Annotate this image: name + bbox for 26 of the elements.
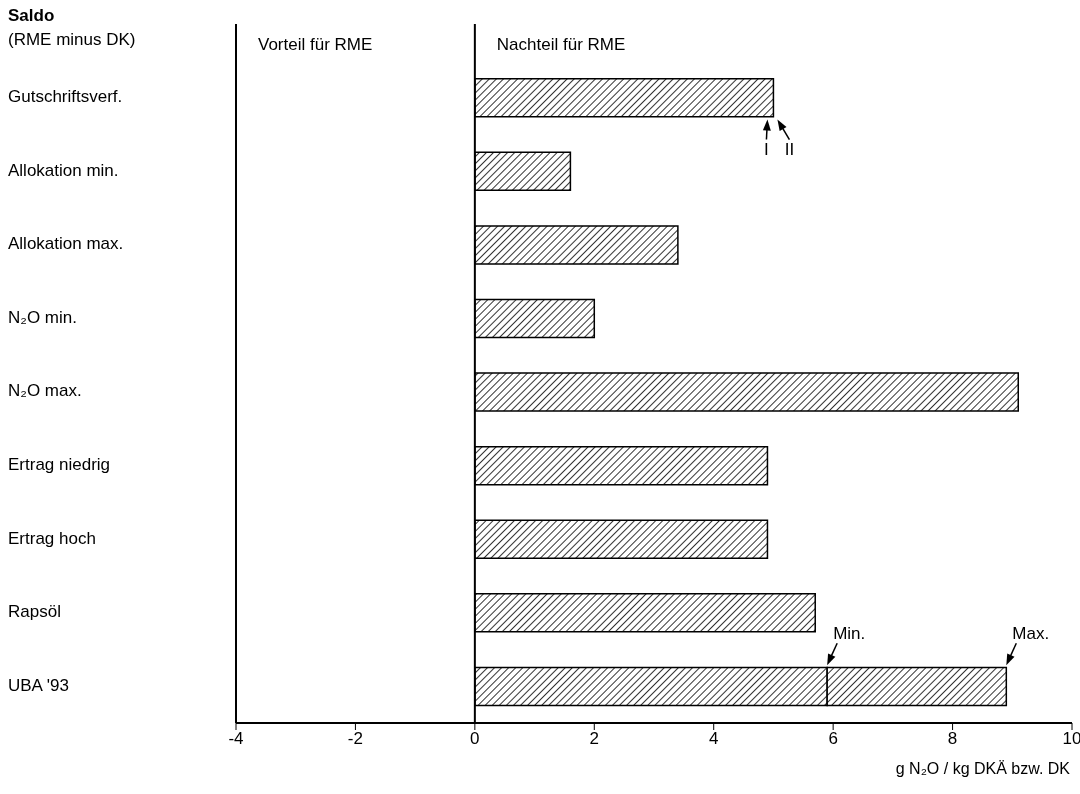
- annotation: II: [784, 139, 795, 159]
- x-tick-label: -2: [347, 729, 363, 749]
- y-tick-label: N₂O min.: [8, 307, 77, 327]
- y-tick-label: Ertrag niedrig: [8, 454, 111, 474]
- y-tick-label: Ertrag hoch: [8, 528, 96, 548]
- annotation: Nachteil für RME: [496, 35, 626, 54]
- annotation: I: [764, 139, 769, 159]
- annotation: Vorteil für RME: [258, 35, 373, 54]
- x-tick-label: 4: [708, 729, 719, 749]
- x-tick-label: 10: [1062, 729, 1080, 749]
- y-tick-label: Rapsöl: [8, 602, 61, 622]
- y-tick-label: Allokation max.: [8, 234, 124, 254]
- y-tick-label: Gutschriftsverf.: [8, 87, 123, 107]
- x-tick-label: 6: [828, 729, 838, 749]
- y-tick-label: UBA '93: [8, 675, 69, 695]
- x-tick-label: 8: [947, 729, 958, 749]
- text: (RME minus DK): [8, 30, 136, 50]
- y-tick-label: N₂O max.: [8, 381, 82, 401]
- x-tick-label: -4: [228, 729, 244, 749]
- y-tick-label: Allokation min.: [8, 160, 119, 180]
- text: Saldo: [8, 6, 55, 26]
- annotation: Min.: [833, 624, 866, 644]
- x-axis-title: g N₂O / kg DKÄ bzw. DK: [895, 760, 1070, 778]
- x-tick-label: 2: [589, 729, 600, 749]
- annotation: Max.: [1012, 624, 1050, 644]
- x-tick-label: 0: [470, 729, 480, 749]
